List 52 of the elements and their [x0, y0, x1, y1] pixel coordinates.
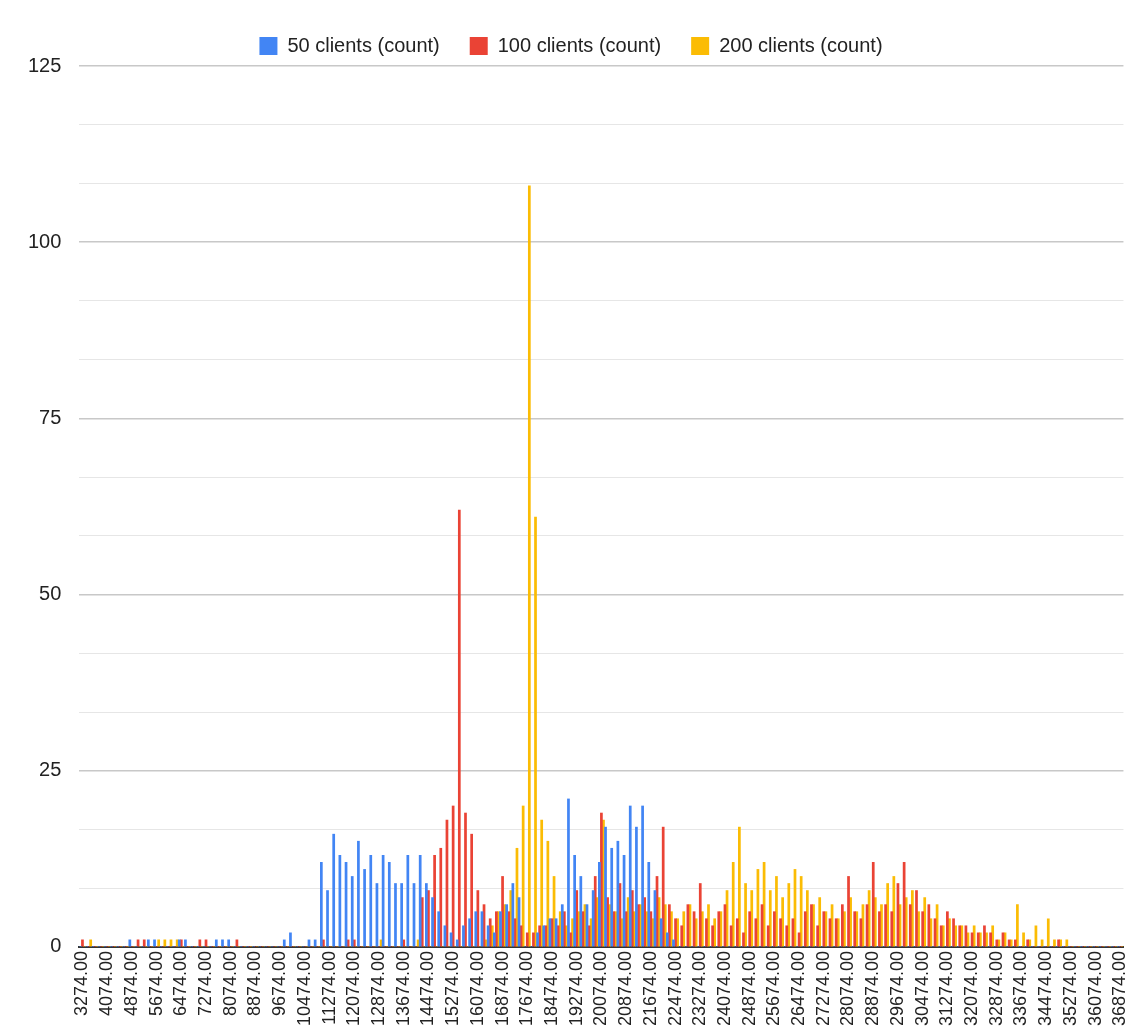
x-tick-label: 18474.00	[540, 950, 561, 1026]
x-tick-label: 36074.00	[1084, 950, 1105, 1026]
x-tick-label: 26474.00	[788, 950, 809, 1026]
x-tick-label: 30474.00	[911, 950, 932, 1026]
x-tick-label: 28074.00	[837, 950, 858, 1026]
x-tick-label: 14474.00	[417, 950, 438, 1026]
x-tick-label: 16074.00	[466, 950, 487, 1026]
x-tick-label: 32074.00	[961, 950, 982, 1026]
x-tick-label: 20874.00	[615, 950, 636, 1026]
x-tick-label: 12874.00	[367, 950, 388, 1026]
x-tick-label: 8074.00	[219, 950, 240, 1016]
x-tick-label: 24874.00	[738, 950, 759, 1026]
x-tick-label: 4074.00	[96, 950, 117, 1016]
x-tick-label: 19274.00	[565, 950, 586, 1026]
y-tick-label: 50	[39, 582, 62, 605]
x-tick-label: 34474.00	[1035, 950, 1056, 1026]
y-tick-label: 0	[50, 934, 62, 957]
x-tick-label: 17674.00	[516, 950, 537, 1026]
x-tick-label: 6474.00	[170, 950, 191, 1016]
x-tick-label: 29674.00	[886, 950, 907, 1026]
x-tick-label: 15274.00	[442, 950, 463, 1026]
x-tick-label: 9674.00	[269, 950, 290, 1016]
x-tick-label: 7274.00	[194, 950, 215, 1016]
x-tick-label: 12074.00	[343, 950, 364, 1026]
y-tick-label: 25	[39, 758, 62, 781]
x-tick-label: 22474.00	[664, 950, 685, 1026]
x-tick-label: 24074.00	[713, 950, 734, 1026]
x-tick-label: 4874.00	[120, 950, 141, 1016]
x-tick-label: 20074.00	[590, 950, 611, 1026]
x-tick-label: 13674.00	[392, 950, 413, 1026]
x-tick-label: 5674.00	[145, 950, 166, 1016]
x-tick-label: 10474.00	[293, 950, 314, 1026]
x-tick-label: 25674.00	[763, 950, 784, 1026]
x-tick-label: 36874.00	[1109, 950, 1130, 1026]
y-tick-label: 100	[27, 229, 62, 252]
x-tick-label: 16874.00	[491, 950, 512, 1026]
x-tick-label: 31274.00	[936, 950, 957, 1026]
x-tick-label: 33674.00	[1010, 950, 1031, 1026]
y-tick-label: 75	[39, 405, 62, 428]
legend-label: 200 clients (count)	[719, 33, 883, 56]
x-tick-label: 23274.00	[689, 950, 710, 1026]
x-tick-label: 3274.00	[71, 950, 92, 1016]
x-tick-label: 8874.00	[244, 950, 265, 1016]
x-tick-label: 11274.00	[318, 950, 339, 1025]
x-tick-label: 35274.00	[1059, 950, 1080, 1026]
legend-label: 50 clients (count)	[287, 33, 440, 56]
x-tick-label: 21674.00	[639, 950, 660, 1026]
x-tick-label: 27274.00	[812, 950, 833, 1026]
y-tick-label: 125	[27, 53, 62, 76]
x-tick-label: 28874.00	[862, 950, 883, 1026]
legend-label: 100 clients (count)	[497, 33, 662, 56]
x-tick-label: 32874.00	[985, 950, 1006, 1026]
